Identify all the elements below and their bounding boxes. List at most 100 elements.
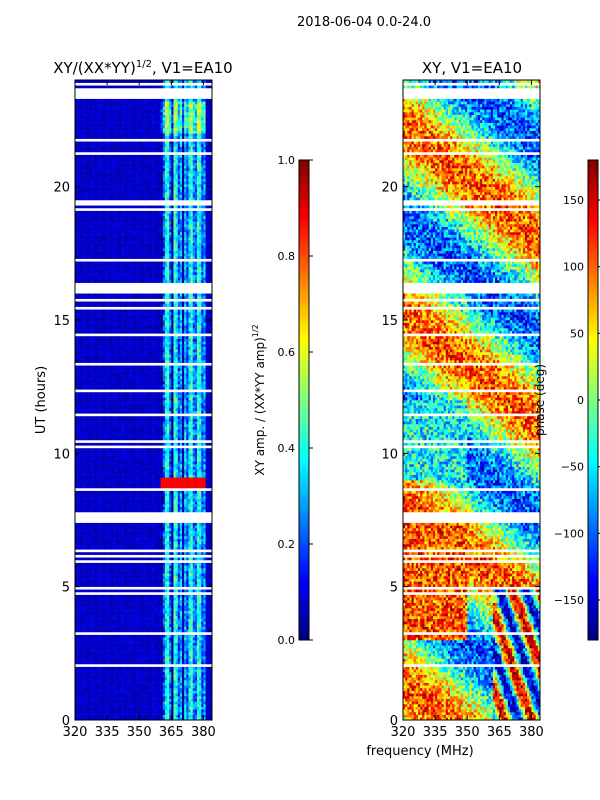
- heatmap-cell: [180, 699, 182, 702]
- heatmap-cell: [114, 701, 116, 704]
- heatmap-cell: [148, 696, 150, 699]
- heatmap-cell: [90, 640, 92, 643]
- heatmap-cell: [79, 685, 81, 688]
- heatmap-cell: [105, 661, 107, 664]
- heatmap-cell: [137, 667, 139, 670]
- heatmap-cell: [201, 672, 203, 675]
- heatmap-cell: [167, 680, 169, 683]
- heatmap-cell: [146, 659, 148, 662]
- heatmap-cell: [169, 637, 171, 640]
- heatmap-cell: [180, 696, 182, 699]
- heatmap-cell: [163, 661, 165, 664]
- heatmap-cell: [152, 715, 154, 718]
- heatmap-cell: [203, 704, 205, 707]
- heatmap-cell: [116, 656, 118, 659]
- heatmap-cell: [79, 672, 81, 675]
- heatmap-cell: [111, 672, 113, 675]
- heatmap-cell: [135, 680, 137, 683]
- heatmap-cell: [152, 712, 154, 715]
- heatmap-cell: [199, 685, 201, 688]
- heatmap-cell: [152, 669, 154, 672]
- heatmap-cell: [152, 645, 154, 648]
- heatmap-cell: [173, 667, 175, 670]
- heatmap-cell: [86, 645, 88, 648]
- heatmap-cell: [152, 637, 154, 640]
- heatmap-cell: [141, 643, 143, 646]
- heatmap-cell: [81, 667, 83, 670]
- heatmap-cell: [88, 661, 90, 664]
- heatmap-cell: [180, 688, 182, 691]
- heatmap-cell: [184, 683, 186, 686]
- heatmap-cell: [120, 701, 122, 704]
- heatmap-cell: [86, 696, 88, 699]
- heatmap-cell: [116, 688, 118, 691]
- heatmap-cell: [201, 640, 203, 643]
- heatmap-cell: [133, 653, 135, 656]
- heatmap-cell: [88, 715, 90, 718]
- heatmap-cell: [167, 688, 169, 691]
- heatmap-cell: [116, 696, 118, 699]
- heatmap-cell: [114, 699, 116, 702]
- amp-title-exp: 1/2: [136, 59, 152, 70]
- heatmap-cell: [129, 637, 131, 640]
- heatmap-cell: [195, 699, 197, 702]
- heatmap-cell: [161, 699, 163, 702]
- heatmap-cell: [101, 645, 103, 648]
- heatmap-cell: [131, 680, 133, 683]
- heatmap-cell: [139, 661, 141, 664]
- heatmap-cell: [116, 648, 118, 651]
- heatmap-cell: [188, 653, 190, 656]
- heatmap-cell: [126, 675, 128, 678]
- heatmap-cell: [191, 640, 193, 643]
- heatmap-cell: [88, 691, 90, 694]
- heatmap-cell: [186, 715, 188, 718]
- heatmap-cell: [193, 640, 195, 643]
- heatmap-cell: [163, 685, 165, 688]
- heatmap-cell: [141, 693, 143, 696]
- heatmap-cell: [186, 651, 188, 654]
- heatmap-cell: [79, 712, 81, 715]
- heatmap-cell: [94, 685, 96, 688]
- heatmap-cell: [156, 683, 158, 686]
- heatmap-cell: [150, 685, 152, 688]
- heatmap-cell: [129, 683, 131, 686]
- heatmap-cell: [186, 701, 188, 704]
- heatmap-cell: [182, 680, 184, 683]
- heatmap-cell: [81, 683, 83, 686]
- heatmap-cell: [171, 640, 173, 643]
- heatmap-cell: [156, 677, 158, 680]
- heatmap-cell: [129, 667, 131, 670]
- heatmap-cell: [141, 661, 143, 664]
- heatmap-cell: [197, 645, 199, 648]
- heatmap-cell: [152, 683, 154, 686]
- heatmap-cell: [120, 661, 122, 664]
- heatmap-cell: [184, 645, 186, 648]
- heatmap-cell: [197, 653, 199, 656]
- heatmap-cell: [188, 651, 190, 654]
- heatmap-cell: [161, 675, 163, 678]
- heatmap-cell: [131, 640, 133, 643]
- heatmap-cell: [163, 643, 165, 646]
- heatmap-cell: [206, 715, 208, 718]
- heatmap-cell: [77, 715, 79, 718]
- heatmap-cell: [101, 709, 103, 712]
- heatmap-cell: [144, 704, 146, 707]
- heatmap-cell: [96, 640, 98, 643]
- heatmap-cell: [158, 661, 160, 664]
- heatmap-cell: [103, 696, 105, 699]
- heatmap-cell: [109, 643, 111, 646]
- heatmap-cell: [77, 643, 79, 646]
- heatmap-cell: [188, 709, 190, 712]
- heatmap-cell: [144, 709, 146, 712]
- heatmap-cell: [165, 693, 167, 696]
- heatmap-cell: [141, 683, 143, 686]
- heatmap-cell: [139, 699, 141, 702]
- heatmap-cell: [131, 637, 133, 640]
- heatmap-cell: [186, 712, 188, 715]
- heatmap-cell: [107, 688, 109, 691]
- heatmap-cell: [92, 640, 94, 643]
- heatmap-cell: [109, 637, 111, 640]
- heatmap-cell: [126, 709, 128, 712]
- heatmap-cell: [133, 683, 135, 686]
- heatmap-cell: [144, 661, 146, 664]
